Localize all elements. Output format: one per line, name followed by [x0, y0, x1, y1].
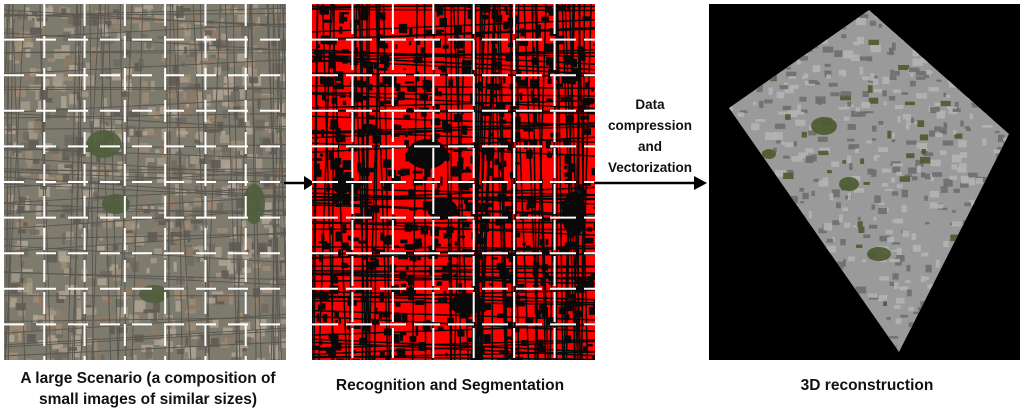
tile-grid — [4, 4, 286, 360]
arrow-label-line-1: Data — [635, 97, 665, 112]
segmentation-mask-svg — [312, 4, 595, 360]
aerial-caption-line-1: A large Scenario (a composition of — [20, 370, 276, 387]
segmentation-caption: Recognition and Segmentation — [300, 375, 600, 396]
arrow-to-reconstruction — [594, 176, 707, 190]
reconstruction-render-svg — [729, 10, 1009, 352]
arrow-label-line-4: Vectorization — [607, 160, 693, 175]
reconstruction-caption-line: 3D reconstruction — [800, 377, 934, 394]
arrow-to-segmentation — [284, 176, 315, 190]
aerial-scenario-image — [4, 4, 286, 360]
arrow-label-line-3: and — [637, 139, 662, 154]
tile-grid — [312, 4, 595, 360]
aerial-caption: A large Scenario (a composition of small… — [0, 368, 296, 410]
segmentation-image — [312, 4, 595, 360]
reconstruction-caption: 3D reconstruction — [712, 375, 1022, 396]
segmentation-caption-line: Recognition and Segmentation — [335, 377, 565, 394]
city-buildings — [729, 10, 1009, 352]
vectorization-arrow-label: Data compression and Vectorization — [594, 94, 706, 178]
city-blocks — [4, 4, 286, 360]
aerial-mosaic-svg — [4, 4, 286, 360]
arrow-label-line-2: compression — [607, 118, 693, 133]
aerial-caption-line-2: small images of similar sizes) — [39, 391, 257, 408]
reconstruction-3d-image — [709, 4, 1020, 360]
